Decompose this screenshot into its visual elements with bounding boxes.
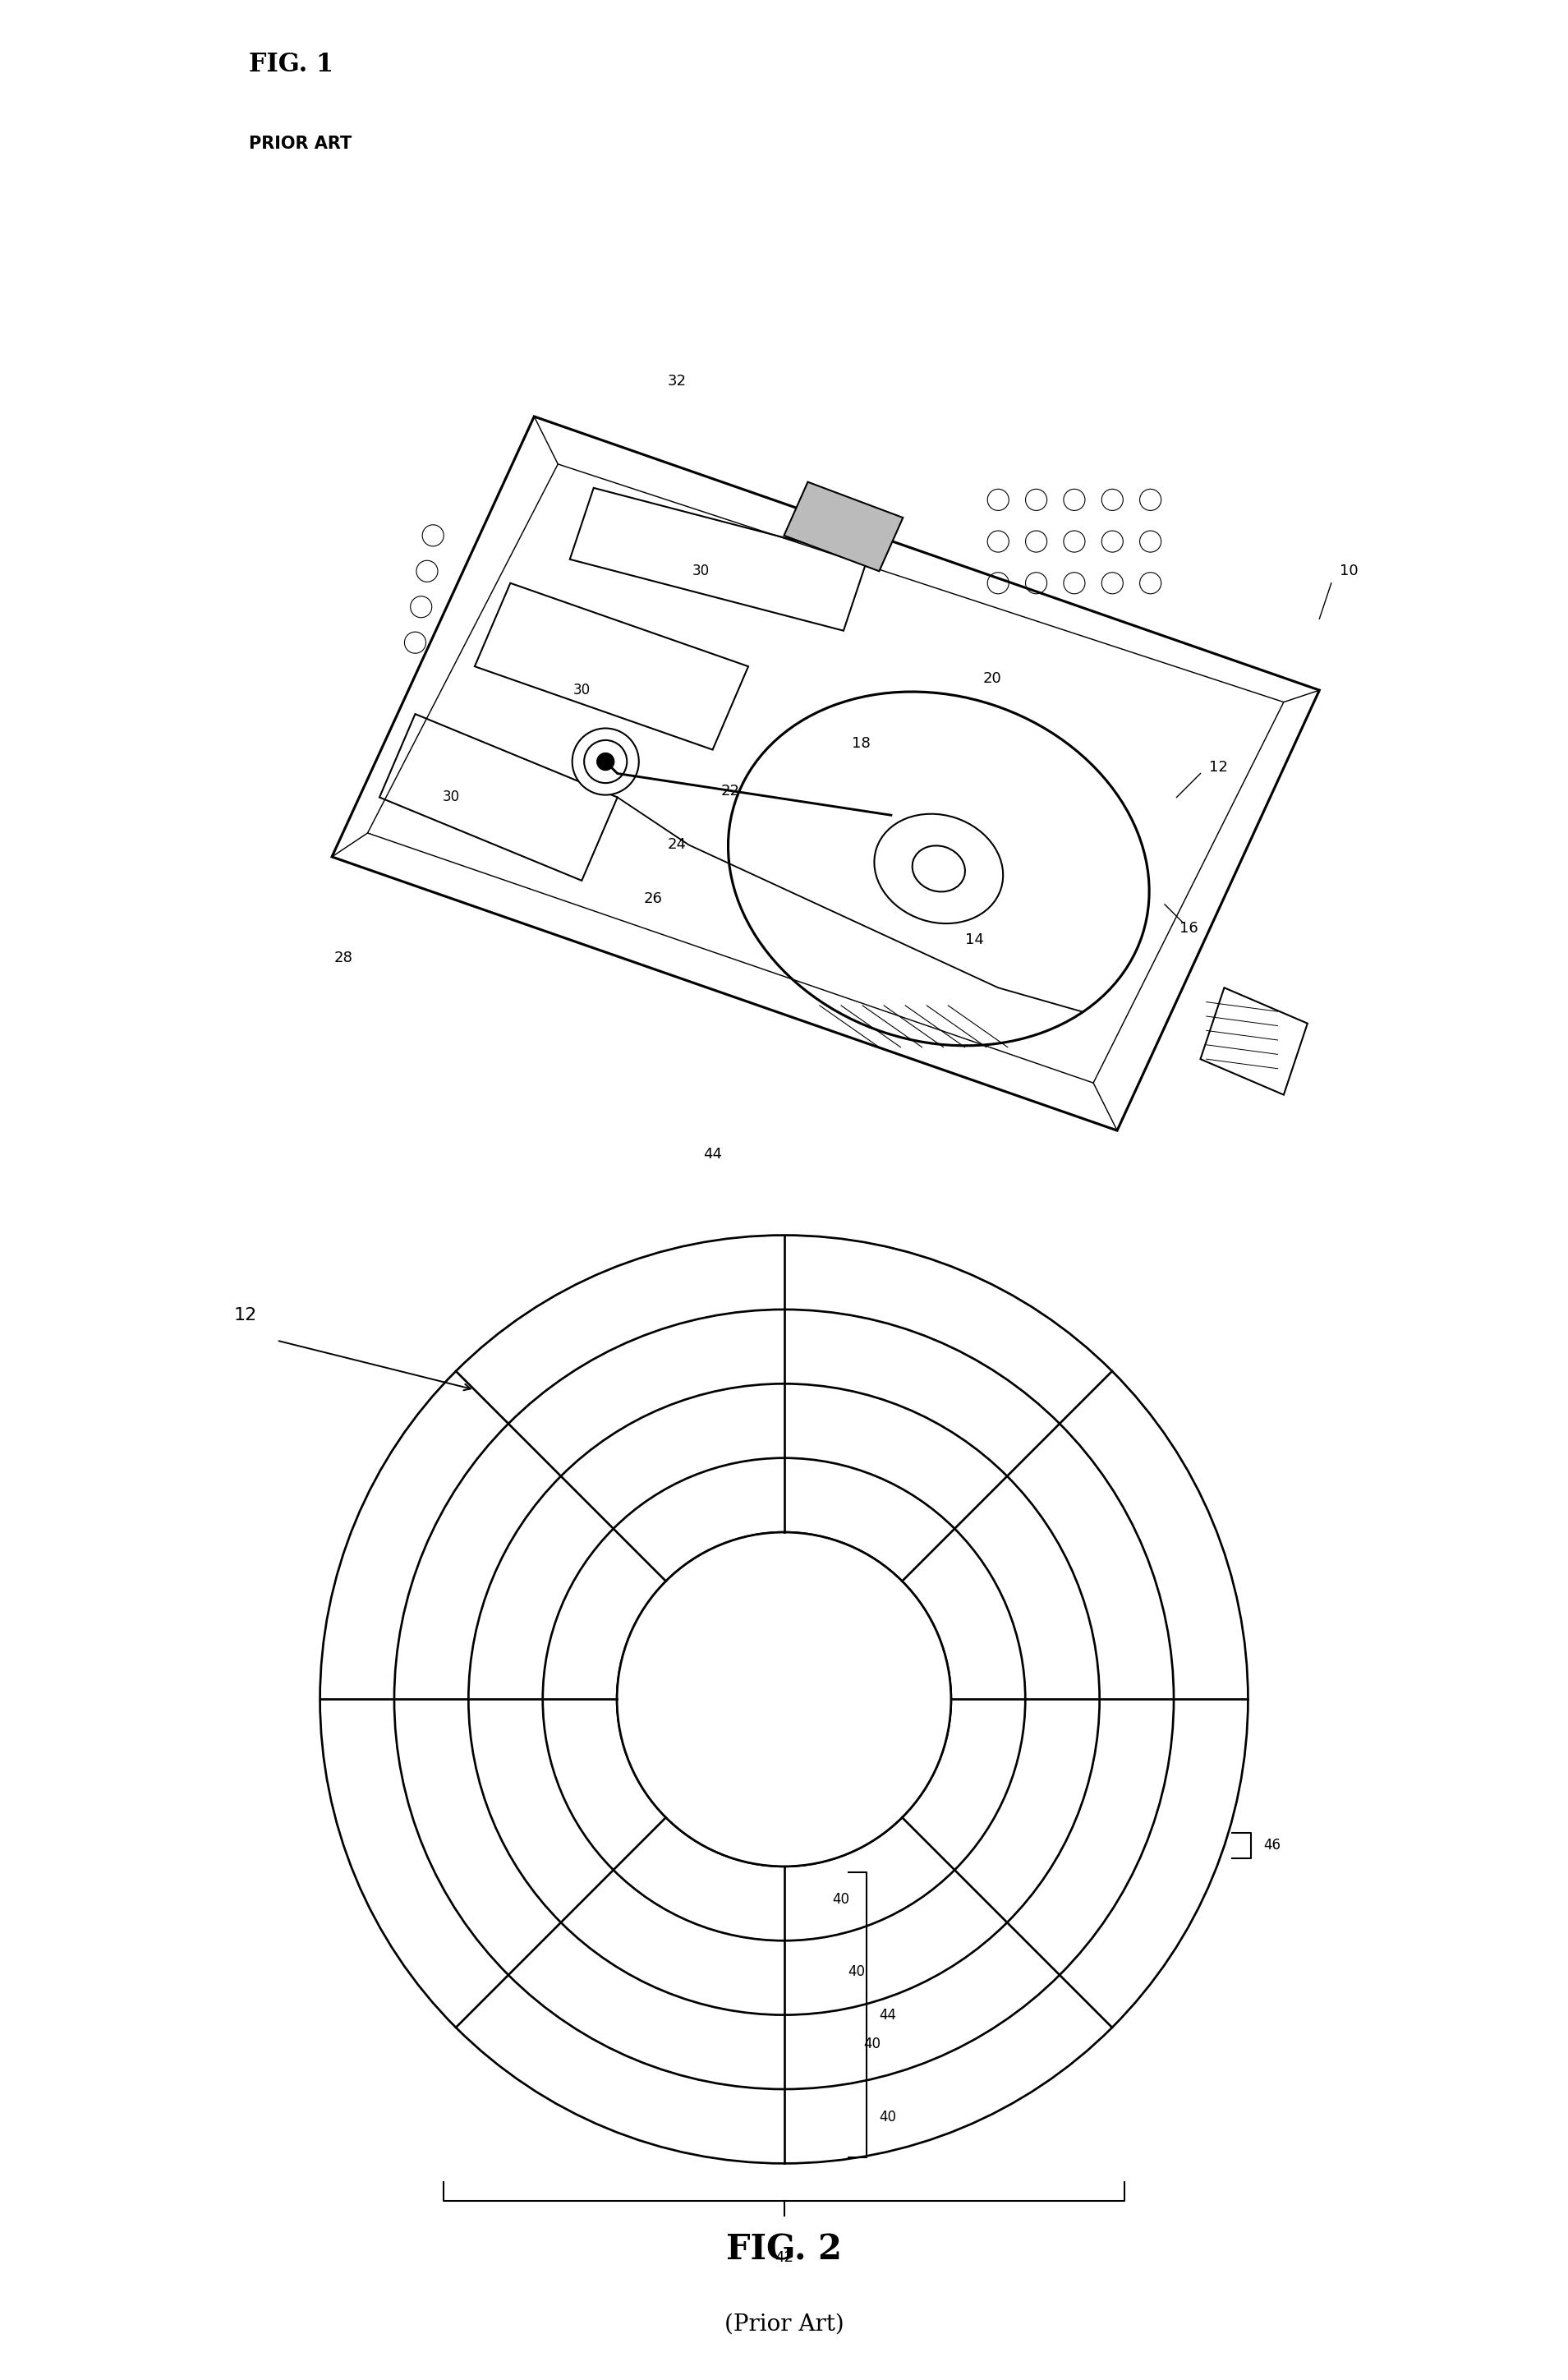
Text: 30: 30 xyxy=(442,790,459,804)
Text: 28: 28 xyxy=(334,950,353,966)
Text: 26: 26 xyxy=(644,890,663,907)
Text: 32: 32 xyxy=(668,374,687,388)
Circle shape xyxy=(585,740,627,783)
Text: 18: 18 xyxy=(851,735,870,752)
Text: 44: 44 xyxy=(702,1147,721,1161)
Text: 42: 42 xyxy=(775,2249,793,2266)
Text: 24: 24 xyxy=(668,838,687,852)
Text: 44: 44 xyxy=(880,2006,897,2023)
Text: 22: 22 xyxy=(721,783,740,800)
Text: 30: 30 xyxy=(572,683,591,697)
Text: 12: 12 xyxy=(1209,759,1228,776)
Circle shape xyxy=(616,1533,952,1866)
Text: 20: 20 xyxy=(983,671,1002,685)
Circle shape xyxy=(597,752,613,771)
Text: 40: 40 xyxy=(833,1892,850,1906)
Text: 30: 30 xyxy=(691,564,709,578)
Polygon shape xyxy=(784,481,903,571)
Text: 14: 14 xyxy=(964,933,983,947)
Text: 16: 16 xyxy=(1179,921,1198,935)
Text: (Prior Art): (Prior Art) xyxy=(724,2313,844,2335)
Text: 46: 46 xyxy=(1264,1837,1281,1852)
Text: 10: 10 xyxy=(1339,564,1358,578)
Text: 40: 40 xyxy=(864,2037,881,2052)
Text: 40: 40 xyxy=(848,1964,866,1980)
Circle shape xyxy=(572,728,638,795)
Text: 40: 40 xyxy=(880,2109,897,2125)
Text: PRIOR ART: PRIOR ART xyxy=(249,136,351,152)
Text: 12: 12 xyxy=(234,1307,257,1323)
Text: FIG. 2: FIG. 2 xyxy=(726,2232,842,2268)
Text: FIG. 1: FIG. 1 xyxy=(249,52,334,76)
Ellipse shape xyxy=(913,845,964,892)
